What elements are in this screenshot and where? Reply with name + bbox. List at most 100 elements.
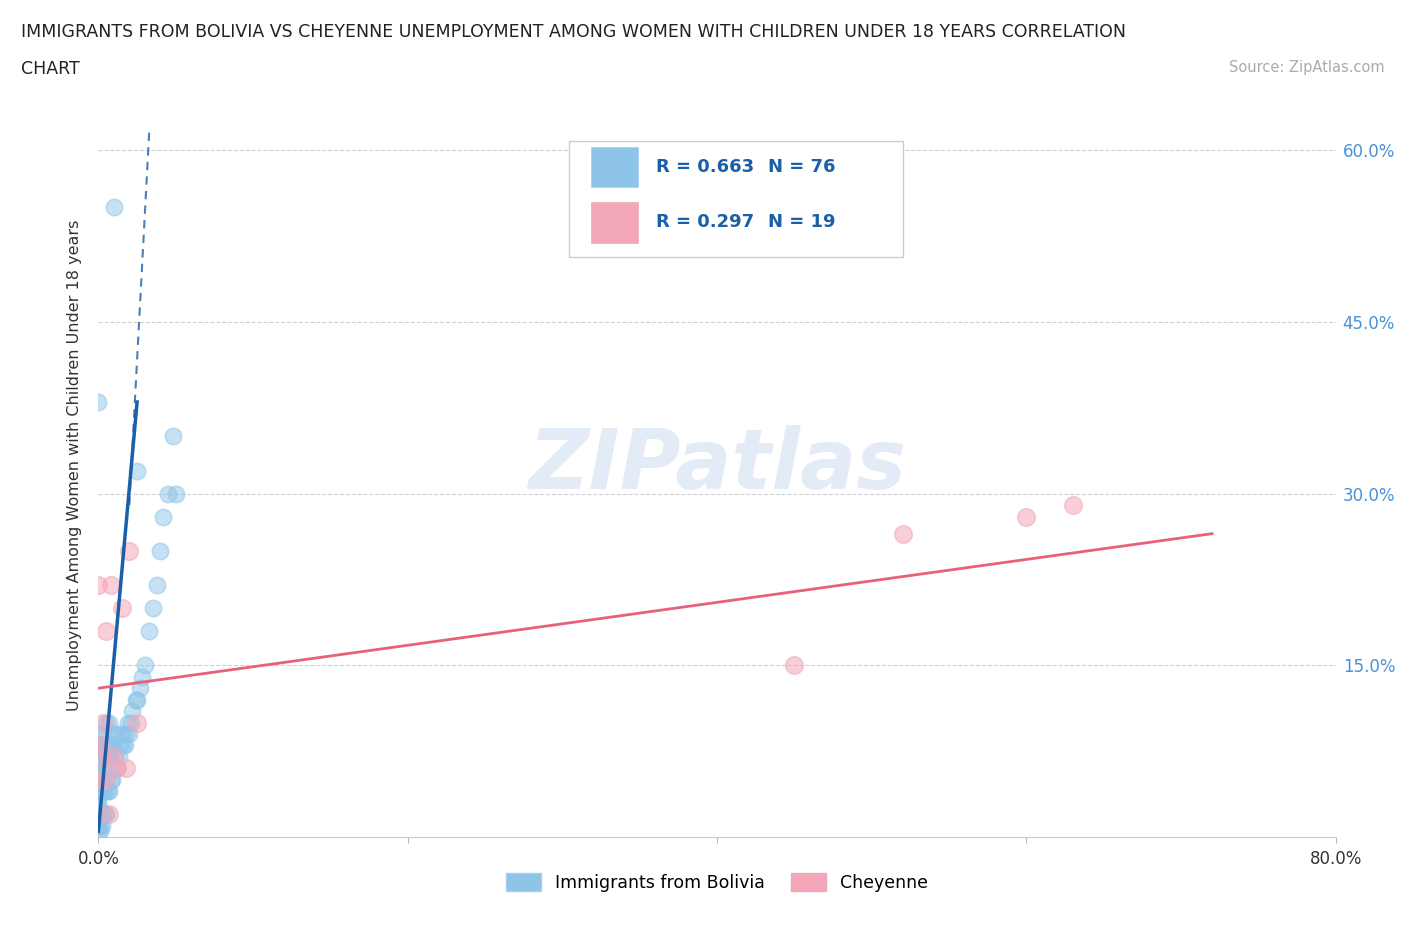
Point: [91, 715, 114, 730]
Text: Source: ZipAtlas.com: Source: ZipAtlas.com: [1229, 60, 1385, 75]
Point: [146, 578, 169, 592]
Text: R = 0.297: R = 0.297: [657, 213, 755, 232]
Point: [111, 601, 134, 616]
Point: [105, 761, 128, 776]
Point: [87, 778, 110, 793]
Point: [96, 715, 118, 730]
Point: [87, 790, 110, 804]
Point: [103, 200, 125, 215]
Point: [127, 715, 149, 730]
Point: [783, 658, 806, 672]
Point: [87, 813, 110, 828]
Point: [138, 623, 160, 638]
Point: [87, 784, 110, 799]
Point: [891, 526, 914, 541]
Point: [152, 509, 174, 524]
Point: [112, 738, 135, 753]
Point: [87, 795, 110, 810]
Point: [91, 726, 114, 741]
Point: [98, 806, 121, 821]
Text: R = 0.663: R = 0.663: [657, 158, 755, 176]
Point: [104, 750, 127, 764]
Point: [91, 784, 114, 799]
Point: [118, 726, 141, 741]
Point: [98, 784, 121, 799]
Point: [103, 726, 125, 741]
Point: [96, 772, 118, 787]
Point: [87, 744, 110, 759]
Point: [103, 761, 125, 776]
Point: [87, 394, 110, 409]
Point: [90, 806, 112, 821]
Point: [129, 681, 152, 696]
Text: IMMIGRANTS FROM BOLIVIA VS CHEYENNE UNEMPLOYMENT AMONG WOMEN WITH CHILDREN UNDER: IMMIGRANTS FROM BOLIVIA VS CHEYENNE UNEM…: [21, 23, 1126, 41]
Point: [96, 738, 118, 753]
Legend: Immigrants from Bolivia, Cheyenne: Immigrants from Bolivia, Cheyenne: [499, 867, 935, 899]
Point: [87, 772, 110, 787]
Point: [96, 806, 118, 821]
Point: [105, 726, 128, 741]
Point: [90, 772, 112, 787]
Point: [87, 766, 110, 781]
Point: [87, 818, 110, 833]
Point: [90, 738, 112, 753]
Point: [87, 750, 110, 764]
Point: [97, 784, 120, 799]
Point: [100, 738, 122, 753]
Point: [87, 726, 110, 741]
Point: [124, 692, 146, 707]
Point: [149, 543, 172, 558]
Point: [127, 463, 149, 478]
Point: [87, 578, 110, 592]
Point: [87, 772, 110, 787]
Point: [162, 429, 184, 444]
Text: N = 19: N = 19: [768, 213, 835, 232]
Point: [105, 761, 128, 776]
FancyBboxPatch shape: [568, 141, 903, 257]
Point: [120, 715, 142, 730]
Point: [87, 824, 110, 839]
Point: [91, 806, 114, 821]
Point: [90, 818, 112, 833]
Point: [89, 818, 111, 833]
Point: [108, 738, 131, 753]
Point: [101, 738, 124, 753]
Point: [98, 750, 121, 764]
Point: [87, 761, 110, 776]
Point: [115, 761, 138, 776]
Point: [117, 715, 139, 730]
Point: [157, 486, 180, 501]
Point: [165, 486, 187, 501]
Text: ZIPatlas: ZIPatlas: [529, 424, 905, 506]
Point: [87, 755, 110, 770]
Point: [121, 704, 143, 719]
Point: [93, 806, 115, 821]
Y-axis label: Unemployment Among Women with Children Under 18 years: Unemployment Among Women with Children U…: [67, 219, 83, 711]
Point: [89, 750, 111, 764]
Point: [97, 750, 120, 764]
Bar: [591, 147, 638, 188]
Point: [93, 750, 115, 764]
Point: [89, 738, 111, 753]
Point: [89, 784, 111, 799]
Point: [89, 824, 111, 839]
Point: [98, 715, 121, 730]
Point: [1015, 509, 1038, 524]
Point: [93, 772, 115, 787]
Point: [127, 692, 149, 707]
Point: [131, 670, 153, 684]
Point: [89, 806, 111, 821]
Point: [96, 623, 118, 638]
Point: [134, 658, 156, 672]
Point: [87, 738, 110, 753]
Point: [100, 772, 122, 787]
Point: [87, 806, 110, 821]
Point: [1062, 498, 1084, 512]
Point: [115, 726, 138, 741]
Point: [101, 772, 124, 787]
Point: [87, 801, 110, 816]
Text: N = 76: N = 76: [768, 158, 835, 176]
Point: [90, 750, 112, 764]
Point: [91, 761, 114, 776]
Point: [118, 543, 141, 558]
